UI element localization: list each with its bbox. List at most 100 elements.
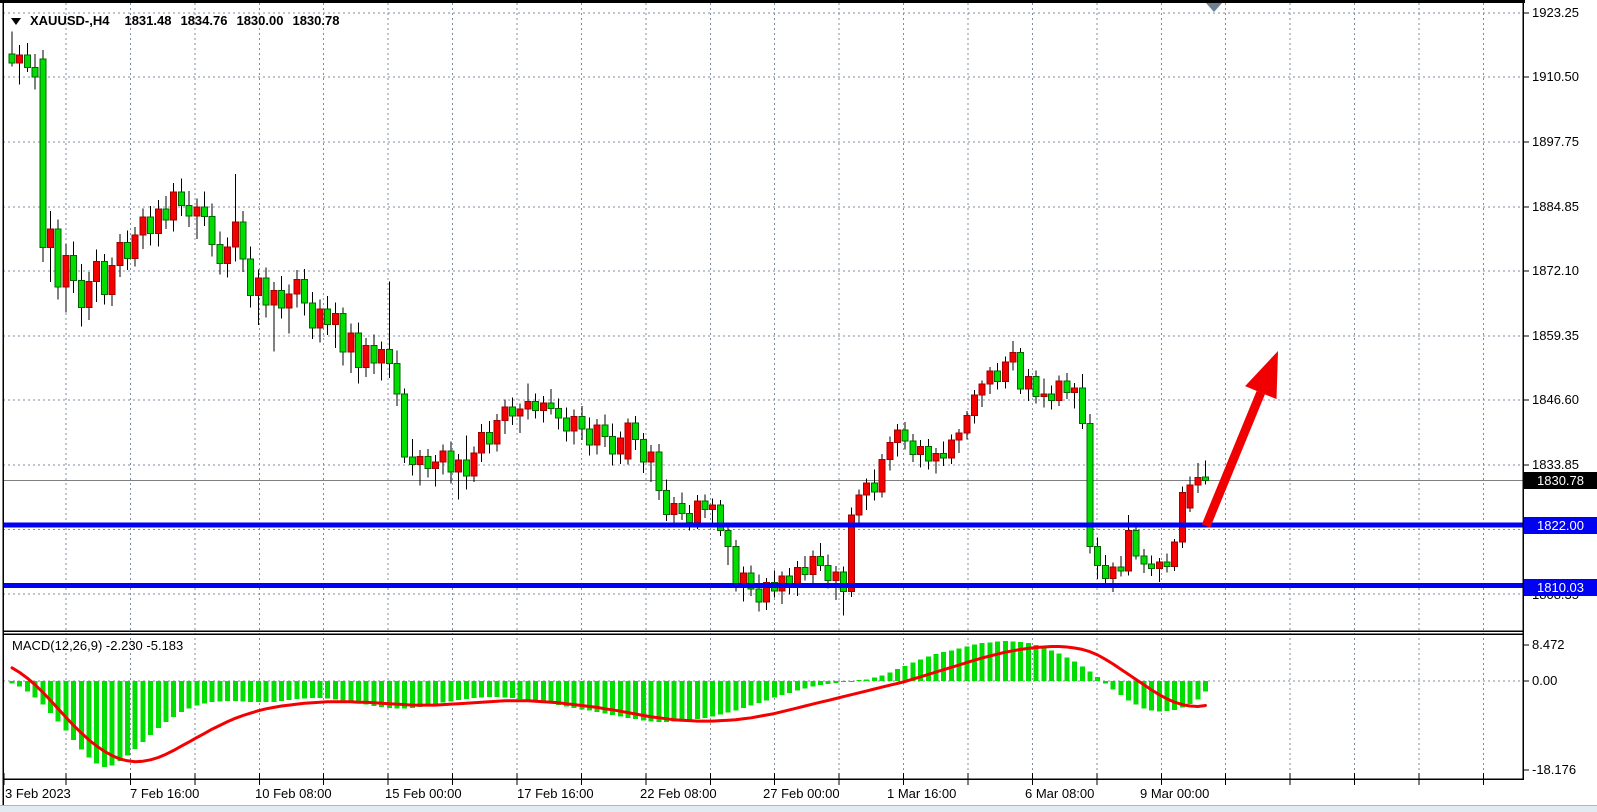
macd-histogram-bar (117, 681, 123, 762)
candle-body-up (524, 400, 532, 410)
candle-body-up (1109, 566, 1117, 580)
macd-histogram-bar (533, 681, 539, 701)
time-axis-label: 9 Mar 00:00 (1140, 786, 1210, 801)
candle-body-up (947, 439, 955, 459)
macd-histogram-bar (1164, 681, 1170, 712)
candle-body-up (855, 494, 863, 516)
collapse-triangle-icon[interactable] (11, 17, 21, 25)
trend-arrow[interactable] (1201, 351, 1278, 528)
macd-histogram-bar (764, 681, 770, 701)
candle-body-down (462, 459, 470, 477)
candle-body-up (224, 246, 232, 265)
price-axis-label: 1872.10 (1532, 263, 1579, 278)
macd-histogram-bar (1064, 657, 1070, 681)
candle-body-up (478, 431, 486, 454)
candle-body-down (532, 400, 540, 412)
chart-shift-marker-icon[interactable] (1206, 3, 1222, 12)
macd-histogram-bar (286, 681, 292, 700)
macd-histogram-bar (1087, 671, 1093, 681)
macd-histogram-bar (363, 681, 369, 705)
candle-body-down (547, 402, 555, 410)
candle-body-down (31, 67, 39, 78)
macd-histogram-bar (987, 642, 993, 681)
macd-histogram-bar (225, 681, 231, 701)
macd-histogram-bar (448, 681, 454, 702)
macd-histogram-bar (1072, 661, 1078, 681)
candle-body-down (578, 416, 586, 430)
macd-histogram-bar (202, 681, 207, 704)
macd-histogram-bar (371, 681, 377, 707)
candle-body-up (971, 394, 978, 417)
candle-body-up (93, 261, 101, 282)
macd-histogram-bar (217, 681, 223, 702)
macd-histogram-bar (1033, 645, 1039, 681)
macd-histogram-bar (1187, 681, 1193, 705)
candle-body-down (639, 438, 647, 463)
candle-body-up (108, 265, 116, 296)
candle-body-up (347, 332, 355, 353)
candle-body-down (393, 362, 401, 395)
candle-body-down (124, 241, 131, 260)
time-axis-label: 1 Mar 16:00 (887, 786, 957, 801)
time-axis-label: 15 Feb 00:00 (385, 786, 462, 801)
candle-body-up (647, 451, 655, 463)
macd-histogram-bar (710, 681, 716, 717)
candle-body-down (724, 530, 732, 547)
macd-histogram-bar (433, 681, 438, 705)
macd-histogram-bar (340, 681, 346, 701)
macd-histogram-bar (163, 681, 169, 723)
macd-histogram-bar (486, 681, 492, 698)
price-axis-label: 1923.25 (1532, 5, 1579, 20)
macd-histogram-bar (1203, 681, 1208, 692)
candle-body-down (678, 503, 686, 514)
candle-body-up (832, 571, 840, 582)
macd-histogram-bar (48, 681, 53, 714)
macd-histogram-bar (1133, 681, 1139, 705)
macd-histogram-bar (733, 681, 739, 711)
candle-body-up (932, 453, 940, 462)
time-axis-label: 17 Feb 16:00 (517, 786, 594, 801)
candle-body-down (385, 348, 393, 364)
candle-body-up (432, 461, 439, 469)
candle-body-down (1132, 530, 1140, 557)
candle-body-up (1171, 541, 1179, 568)
candle-body-down (39, 58, 47, 249)
candle-body-down (1117, 566, 1125, 572)
macd-histogram-bar (1049, 650, 1054, 681)
macd-histogram-bar (1195, 681, 1201, 700)
candle-body-down (909, 440, 917, 456)
candle-body-up (763, 582, 771, 603)
candle-body-up (1155, 561, 1163, 570)
macd-histogram-bar (818, 681, 823, 686)
candle-body-down (162, 208, 170, 221)
candle-body-down (586, 428, 593, 446)
time-axis-label: 27 Feb 00:00 (763, 786, 840, 801)
macd-histogram-bar (356, 681, 361, 704)
candle-body-down (70, 255, 78, 281)
candle-body-up (170, 191, 178, 221)
macd-histogram-bar (502, 681, 508, 698)
candle-body-up (331, 312, 339, 325)
ohlc-open: 1831.48 (124, 13, 172, 28)
candle-body-up (809, 555, 817, 576)
candle-body-down (870, 482, 878, 493)
candle-body-down (824, 565, 832, 582)
macd-histogram-bar (1095, 677, 1101, 681)
macd-histogram-bar (610, 681, 616, 715)
candle-body-down (23, 54, 31, 69)
price-axis-label: 1859.35 (1532, 328, 1579, 343)
macd-histogram-bar (510, 681, 515, 698)
macd-histogram-bar (995, 641, 1001, 681)
macd-histogram-bar (317, 681, 323, 698)
candle-body-up (1125, 530, 1132, 572)
candle-body-down (408, 456, 416, 466)
macd-histogram-bar (1110, 681, 1116, 690)
candle-body-up (570, 416, 578, 432)
price-axis-label: 1910.50 (1532, 69, 1579, 84)
candle-body-up (1186, 484, 1194, 509)
macd-histogram-bar (125, 681, 130, 756)
macd-histogram-bar (194, 681, 200, 706)
macd-indicator-label: MACD(12,26,9) -2.230 -5.183 (12, 638, 184, 653)
price-axis-label: 1833.85 (1532, 457, 1579, 472)
